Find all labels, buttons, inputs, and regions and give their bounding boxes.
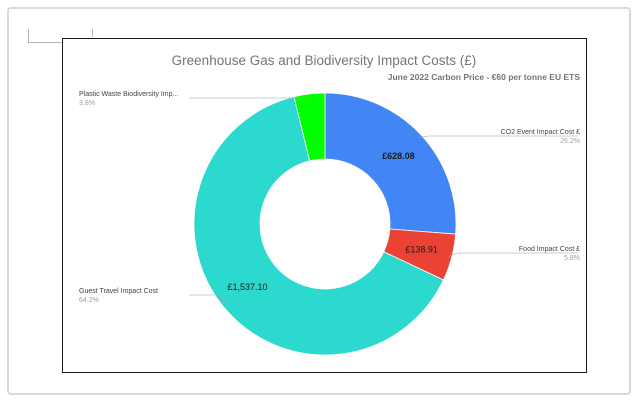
leader-line-guest-travel-impact-cost <box>189 294 227 305</box>
crop-mark-tick <box>92 29 93 37</box>
value-label-food-impact-cost: £138.91 <box>405 245 438 255</box>
chart-container[interactable]: Greenhouse Gas and Biodiversity Impact C… <box>62 38 587 373</box>
slice-guest-travel-impact-cost[interactable] <box>193 96 444 356</box>
percent-label-food-impact-cost: 5.8% <box>564 255 580 262</box>
percent-label-co2-event-impact-cost: 26.2% <box>560 138 580 145</box>
legend-label-plastic-waste-biodiversity-imp: Plastic Waste Biodiversity Imp... <box>79 91 178 98</box>
legend-label-guest-travel-impact-cost: Guest Travel Impact Cost <box>79 288 158 295</box>
percent-label-guest-travel-impact-cost: 64.2% <box>79 297 99 304</box>
leader-line-co2-event-impact-cost <box>418 135 578 139</box>
percent-label-plastic-waste-biodiversity-imp: 3.8% <box>79 100 95 107</box>
legend-label-co2-event-impact-cost: CO2 Event Impact Cost £ <box>501 129 580 136</box>
slice-co2-event-impact-cost[interactable] <box>324 92 457 235</box>
value-label-co2-event-impact-cost: £628.08 <box>382 151 415 161</box>
chart-subtitle: June 2022 Carbon Price - €60 per tonne E… <box>388 72 581 82</box>
crop-mark <box>28 29 94 43</box>
donut-chart: Greenhouse Gas and Biodiversity Impact C… <box>79 53 581 356</box>
chart-title: Greenhouse Gas and Biodiversity Impact C… <box>172 53 477 68</box>
legend-label-food-impact-cost: Food Impact Cost £ <box>519 246 580 253</box>
leader-line-food-impact-cost <box>447 252 578 257</box>
value-label-guest-travel-impact-cost: £1,537.10 <box>227 282 267 292</box>
slice-plastic-waste-biodiversity-imp[interactable] <box>293 92 326 162</box>
